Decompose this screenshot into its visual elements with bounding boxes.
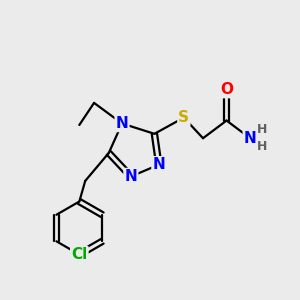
Text: N: N [116,116,128,131]
Text: Cl: Cl [71,247,88,262]
Text: O: O [220,82,233,97]
Text: N: N [124,169,137,184]
Text: N: N [152,157,165,172]
Text: H: H [257,140,268,153]
Text: S: S [178,110,189,125]
Text: H: H [257,124,268,136]
Text: N: N [244,131,256,146]
